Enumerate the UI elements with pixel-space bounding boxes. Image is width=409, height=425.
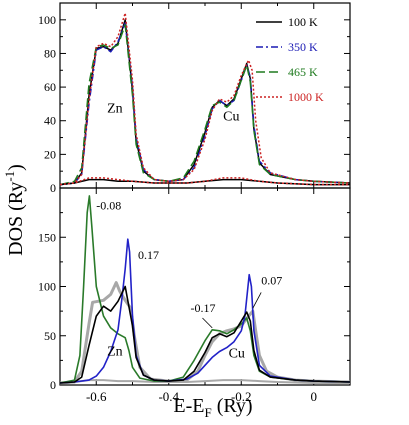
series-line-465K — [60, 24, 350, 186]
series-line--0.17 — [60, 285, 350, 384]
annotation: -0.08 — [96, 199, 121, 213]
bottom-panel: -0.6 -0.4 -0.2 0 0 50 100 150 -0.08 0.17 -0.17 0.07… — [38, 187, 351, 404]
y-tick-label: 0 — [50, 181, 56, 195]
series-line-0.17 — [60, 238, 350, 384]
series-line-partial — [60, 177, 350, 186]
legend-label: 1000 K — [288, 90, 324, 104]
y-tick-label: 80 — [44, 46, 56, 60]
series-group — [60, 195, 350, 385]
top-panel: 0 20 40 60 80 100 Zn Cu 100 K 350 K 465 K 1000 K — [38, 2, 351, 195]
annotation: Cu — [223, 110, 239, 125]
y-tick-label: 20 — [44, 147, 56, 161]
annotation-pointer — [202, 317, 213, 329]
y-tick-label: 0 — [50, 378, 56, 392]
y-tick-label: 100 — [38, 13, 56, 27]
annotation: Zn — [107, 101, 123, 116]
x-tick-label: -0.6 — [86, 389, 107, 404]
legend-label: 100 K — [288, 15, 318, 29]
x-tick-label: 0 — [311, 389, 318, 404]
shared-y-axis-label: DOS (Ry-1) — [2, 164, 27, 256]
series-line-350K — [60, 22, 350, 186]
series-line-1000K — [60, 12, 350, 186]
y-tick-label: 60 — [44, 80, 56, 94]
y-tick-label: 100 — [38, 280, 56, 294]
y-tick-label: 50 — [44, 329, 56, 343]
annotation: Zn — [107, 344, 123, 359]
annotation: -0.17 — [191, 301, 216, 315]
series-line-partial — [60, 178, 350, 186]
series-group — [60, 12, 350, 186]
series-line-partial — [60, 379, 350, 384]
y-tick-label: 40 — [44, 114, 56, 128]
annotation-pointer — [252, 292, 262, 309]
x-tick-label: -0.4 — [158, 389, 179, 404]
x-tick-label: -0.2 — [231, 389, 252, 404]
legend-label: 350 K — [288, 40, 318, 54]
y-tick-label: 150 — [38, 230, 56, 244]
shared-x-axis-label: E-EF (Ry) — [173, 395, 252, 420]
annotation: 0.17 — [138, 248, 159, 262]
annotation: Cu — [229, 346, 245, 361]
annotation: 0.07 — [261, 274, 282, 288]
legend-label: 465 K — [288, 65, 318, 79]
